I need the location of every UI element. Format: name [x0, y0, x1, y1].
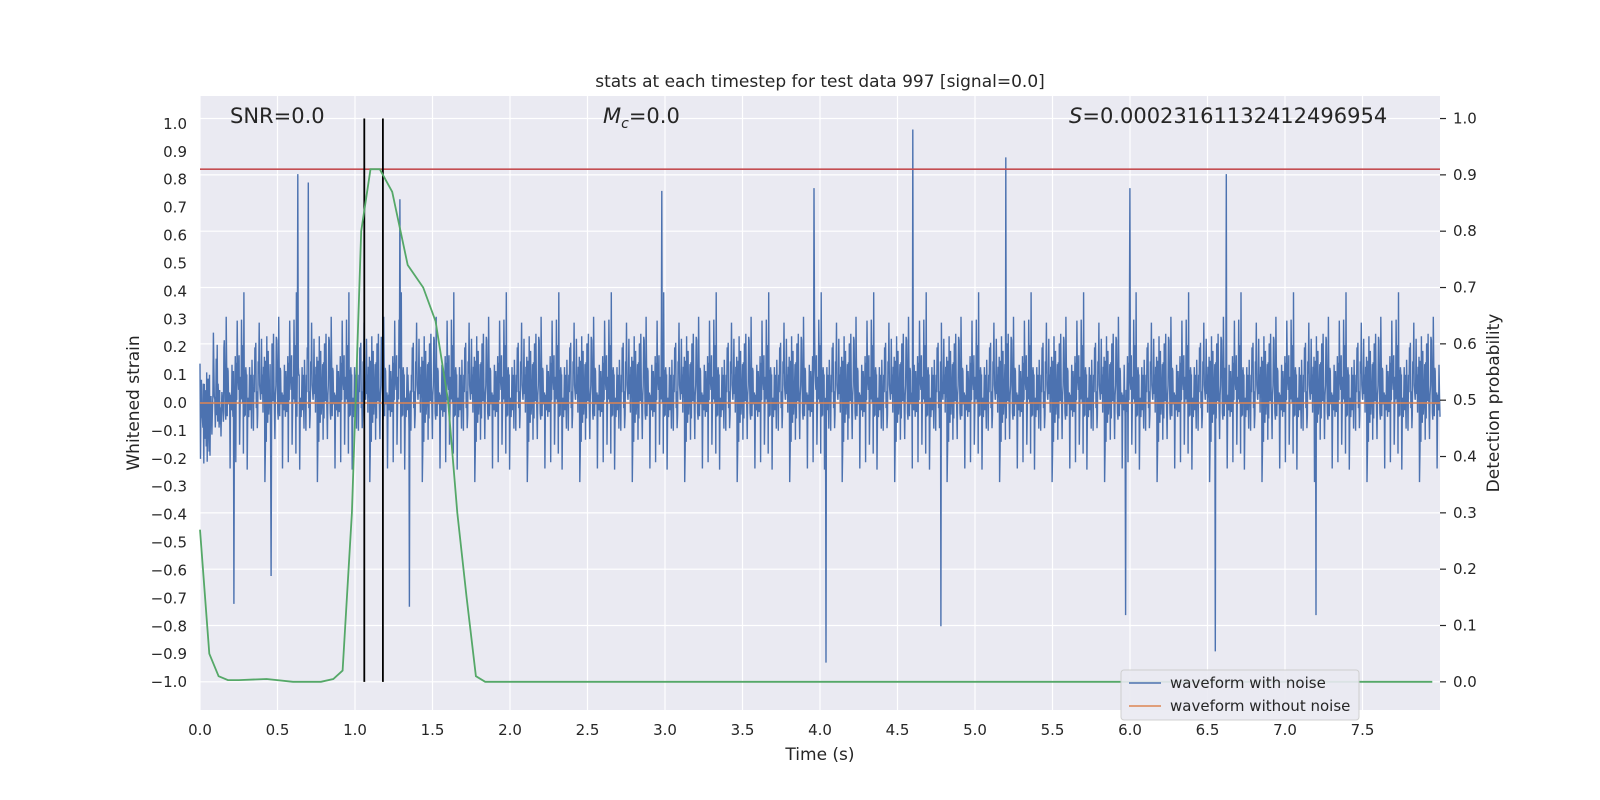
probability-line	[199, 168, 1433, 683]
s-symbol: S	[1069, 104, 1082, 128]
mc-symbol: M	[603, 104, 621, 128]
mc-value: =0.0	[629, 104, 680, 128]
noise-line	[199, 129, 1441, 663]
legend-label-noise: waveform with noise	[1170, 674, 1326, 692]
y-tick-label: −0.7	[151, 589, 187, 607]
x-tick-label: 1.0	[343, 721, 367, 739]
y-tick-label: 0.5	[163, 254, 187, 272]
y-tick-label: −0.4	[151, 506, 187, 524]
x-tick-label: 0.0	[188, 721, 212, 739]
y-tick-label: −0.8	[151, 617, 187, 635]
y-tick-label: −0.3	[151, 478, 187, 496]
x-tick-label: 4.0	[808, 721, 832, 739]
x-tick-label: 7.5	[1351, 721, 1375, 739]
x-tick-label: 5.0	[963, 721, 987, 739]
y-axis-ticks: 1.0 0.9 0.8 0.7 0.6 0.5 0.4 0.3 0.2 0.1 0.0 −0.1 −0.…	[151, 115, 187, 691]
y2-axis-ticks: 1.0 0.9 0.8 0.7 0.6 0.5 0.4 0.3 0.2 0.1 0.0	[1440, 110, 1477, 691]
x-tick-label: 4.5	[886, 721, 910, 739]
y2-tick-label: 0.1	[1453, 617, 1477, 635]
y-tick-label: 0.1	[163, 366, 187, 384]
s-annotation: S=0.00023161132412496954	[1069, 104, 1387, 128]
mc-annotation: Mc=0.0	[603, 104, 680, 132]
s-value: =0.00023161132412496954	[1082, 104, 1387, 128]
y2-tick-label: 0.0	[1453, 673, 1477, 691]
x-tick-label: 1.5	[421, 721, 445, 739]
y-axis-label: Whitened strain	[124, 335, 144, 470]
legend-box	[1120, 669, 1360, 721]
y2-tick-label: 0.5	[1453, 391, 1477, 409]
x-tick-label: 2.0	[498, 721, 522, 739]
y-tick-label: 0.0	[163, 394, 187, 412]
x-tick-label: 0.5	[266, 721, 290, 739]
y-tick-label: −0.5	[151, 534, 187, 552]
y2-tick-label: 0.7	[1453, 279, 1477, 297]
x-axis-label: Time (s)	[784, 745, 854, 765]
y-tick-label: 0.9	[163, 143, 187, 161]
snr-annotation: SNR=0.0	[230, 104, 325, 128]
y-tick-label: −1.0	[151, 673, 187, 691]
y-tick-label: 0.2	[163, 338, 187, 356]
y-tick-label: 0.6	[163, 227, 187, 245]
y2-tick-label: 0.6	[1453, 335, 1477, 353]
legend: waveform with noise waveform without noi…	[1120, 669, 1360, 721]
y2-tick-label: 0.8	[1453, 222, 1477, 240]
y-tick-label: −0.9	[151, 645, 187, 663]
x-tick-label: 2.5	[576, 721, 600, 739]
y2-tick-label: 0.9	[1453, 166, 1477, 184]
y2-tick-label: 1.0	[1453, 110, 1477, 128]
y2-tick-label: 0.4	[1453, 448, 1477, 466]
probability-series	[199, 168, 1433, 683]
y-tick-label: 0.7	[163, 199, 187, 217]
y-tick-label: −0.2	[151, 450, 187, 468]
x-tick-label: 6.5	[1196, 721, 1220, 739]
legend-label-clean: waveform without noise	[1170, 697, 1350, 715]
y-tick-label: −0.1	[151, 422, 187, 440]
y-tick-label: −0.6	[151, 561, 187, 579]
x-tick-label: 5.5	[1041, 721, 1065, 739]
noise-series	[199, 129, 1441, 663]
x-tick-label: 7.0	[1273, 721, 1297, 739]
y2-tick-label: 0.2	[1453, 560, 1477, 578]
y-tick-label: 0.3	[163, 310, 187, 328]
y-tick-label: 1.0	[163, 115, 187, 133]
chart-title: stats at each timestep for test data 997…	[595, 72, 1045, 92]
y-tick-label: 0.8	[163, 171, 187, 189]
y2-axis-label: Detection probability	[1484, 314, 1504, 493]
x-axis-ticks: 0.0 0.5 1.0 1.5 2.0 2.5 3.0 3.5 4.0 4.5 5.0 5.5 6.0 6…	[188, 721, 1374, 739]
y2-tick-label: 0.3	[1453, 504, 1477, 522]
mc-subscript: c	[621, 116, 629, 132]
x-tick-label: 3.5	[731, 721, 755, 739]
y-tick-label: 0.4	[163, 282, 187, 300]
x-tick-label: 6.0	[1118, 721, 1142, 739]
x-tick-label: 3.0	[653, 721, 677, 739]
